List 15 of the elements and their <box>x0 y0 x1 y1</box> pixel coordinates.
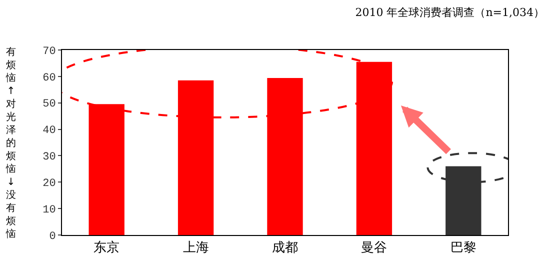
x-tick-label: 巴黎 <box>450 240 476 256</box>
text: 有烦恼↑对光泽的烦恼↓没有烦恼 <box>6 47 16 240</box>
y-tick-label: 30 <box>42 152 56 164</box>
chart-title: 2010 年全球消费者调查（n=1,034） <box>355 6 544 19</box>
x-tick-label: 成都 <box>272 240 298 256</box>
y-tick-label: 10 <box>42 204 56 216</box>
y-tick-label: 20 <box>42 178 56 190</box>
x-tick-label: 上海 <box>182 240 209 256</box>
x-tick-label: 东京 <box>94 240 120 256</box>
y-tick-label: 40 <box>42 125 56 138</box>
y-tick-label: 70 <box>42 46 56 58</box>
y-tick-label: 60 <box>42 72 56 84</box>
y-tick-label: 50 <box>42 98 56 111</box>
x-tick-label: 曼谷 <box>361 240 388 256</box>
y-tick-label: 0 <box>49 230 56 243</box>
